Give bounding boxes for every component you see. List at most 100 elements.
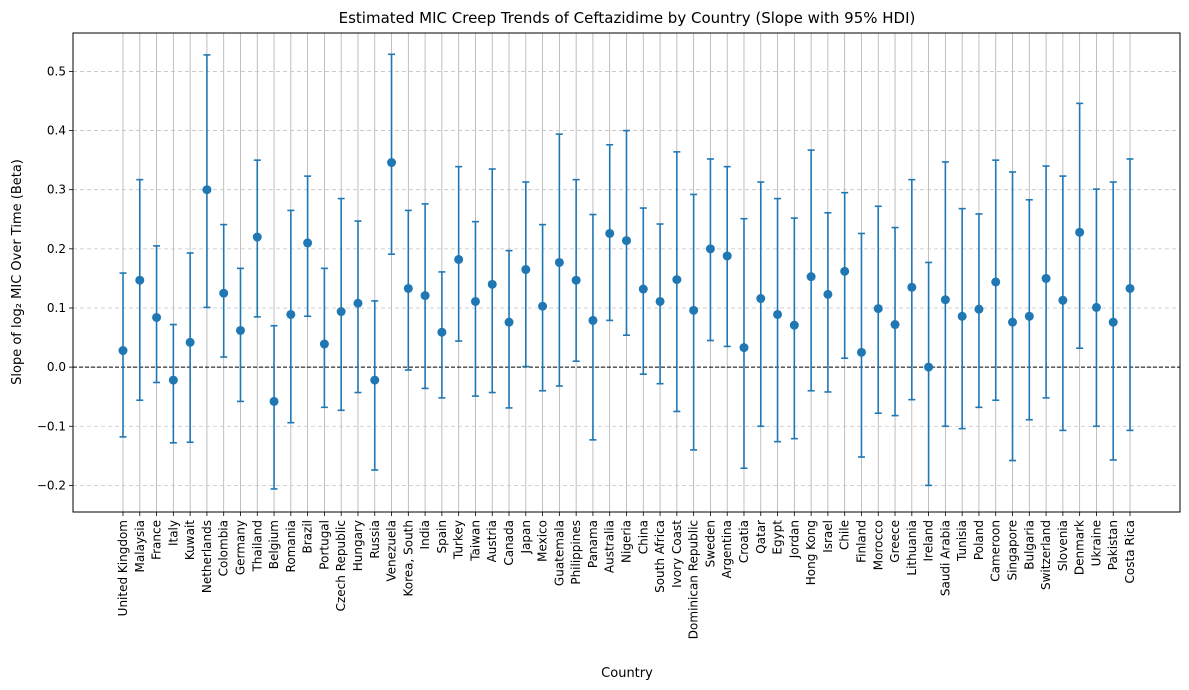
data-point: [252, 232, 262, 242]
data-point: [286, 309, 296, 319]
data-point: [907, 282, 917, 292]
data-point: [387, 158, 397, 168]
data-point: [940, 295, 950, 305]
y-axis-label: Slope of log₂ MIC Over Time (Beta): [10, 159, 25, 385]
x-tick-label: Australia: [603, 520, 617, 573]
y-tick-label: 0.5: [47, 64, 66, 78]
error-bar-40: [789, 217, 799, 440]
error-bar-19: [437, 271, 447, 399]
error-bar-44: [856, 232, 866, 458]
error-bar-14: [353, 220, 363, 394]
data-point: [554, 257, 564, 267]
error-bar-41: [806, 149, 816, 392]
data-point: [152, 312, 162, 322]
x-tick-label: Slovenia: [1056, 520, 1070, 571]
x-tick-label: Taiwan: [468, 520, 482, 562]
error-bar-54: [1024, 198, 1034, 421]
data-point: [756, 294, 766, 304]
error-bar-5: [202, 54, 212, 309]
error-bar-59: [1108, 181, 1118, 461]
error-bar-3: [168, 323, 178, 444]
x-tick-label: Hong Kong: [804, 520, 818, 585]
x-tick-label: Lithuania: [905, 520, 919, 576]
error-bar-37: [739, 217, 749, 470]
x-tick-label: Qatar: [754, 520, 768, 554]
error-bar-29: [605, 143, 615, 322]
x-tick-label: Turkey: [452, 520, 466, 560]
x-tick-label: Japan: [519, 520, 533, 554]
error-bar-45: [873, 205, 883, 415]
error-bar-11: [303, 175, 313, 318]
error-bar-31: [638, 207, 648, 376]
data-point: [1024, 311, 1034, 321]
x-tick-label: Kuwait: [183, 520, 197, 560]
data-point: [806, 272, 816, 282]
data-point: [638, 284, 648, 294]
x-tick-label: Chile: [838, 520, 852, 550]
x-tick-label: Saudi Arabia: [938, 520, 952, 596]
error-bar-53: [1008, 171, 1018, 462]
data-point: [605, 228, 615, 238]
data-point: [538, 301, 548, 311]
error-bar-6: [219, 223, 229, 358]
error-bar-24: [521, 181, 531, 368]
data-point: [135, 275, 145, 285]
x-tick-label: Thailand: [250, 520, 264, 573]
x-tick-label: Israel: [821, 520, 835, 553]
error-bar-10: [286, 209, 296, 424]
error-bar-48: [924, 261, 934, 487]
x-tick-label: Mexico: [536, 520, 550, 562]
y-tick-label: −0.1: [37, 419, 66, 433]
x-tick-label: South Africa: [653, 520, 667, 593]
x-tick-label: Finland: [854, 520, 868, 563]
x-tick-label: Croatia: [737, 520, 751, 563]
data-point: [1058, 295, 1068, 305]
error-bar-58: [1091, 188, 1101, 428]
data-point: [672, 275, 682, 285]
y-tick-label: 0.0: [47, 360, 66, 374]
data-point: [1008, 317, 1018, 327]
error-bar-27: [571, 178, 581, 363]
data-point: [588, 315, 598, 325]
x-tick-label: Malaysia: [133, 520, 147, 572]
data-point: [219, 288, 229, 298]
data-point: [773, 309, 783, 319]
data-point: [873, 304, 883, 314]
data-point: [890, 320, 900, 330]
data-point: [269, 396, 279, 406]
x-tick-label: Portugal: [317, 520, 331, 570]
error-bar-39: [773, 197, 783, 443]
x-tick-label: Romania: [284, 520, 298, 572]
data-point: [924, 362, 934, 372]
error-bar-12: [319, 267, 329, 409]
data-point: [437, 327, 447, 337]
data-point: [571, 275, 581, 285]
data-point: [303, 238, 313, 248]
data-point: [823, 289, 833, 299]
y-tick-label: 0.3: [47, 183, 66, 197]
data-point: [840, 266, 850, 276]
data-point: [1108, 317, 1118, 327]
x-tick-label: Belgium: [267, 520, 281, 569]
x-axis-label: Country: [601, 666, 653, 681]
x-tick-label: Dominican Republic: [687, 520, 701, 639]
error-bar-25: [538, 223, 548, 392]
x-tick-label: Italy: [166, 520, 180, 546]
data-point: [1041, 273, 1051, 283]
error-bar-30: [622, 129, 631, 336]
error-bar-13: [336, 197, 346, 412]
x-tick-label: Pakistan: [1106, 520, 1120, 570]
error-bar-47: [907, 178, 917, 401]
y-tick-label: 0.4: [47, 124, 66, 138]
error-bar-21: [470, 220, 480, 397]
x-tick-label: Austria: [485, 520, 499, 562]
x-tick-label: Singapore: [1006, 520, 1020, 581]
x-tick-label: Poland: [972, 520, 986, 560]
data-point: [789, 320, 799, 330]
data-point: [202, 185, 212, 195]
data-point: [403, 283, 413, 293]
data-point: [1125, 283, 1135, 293]
error-bar-51: [974, 213, 984, 409]
x-tick-label: Greece: [888, 520, 902, 563]
x-ticks: United Kingdom Malaysia France Italy Kuwait N…: [116, 512, 1137, 639]
